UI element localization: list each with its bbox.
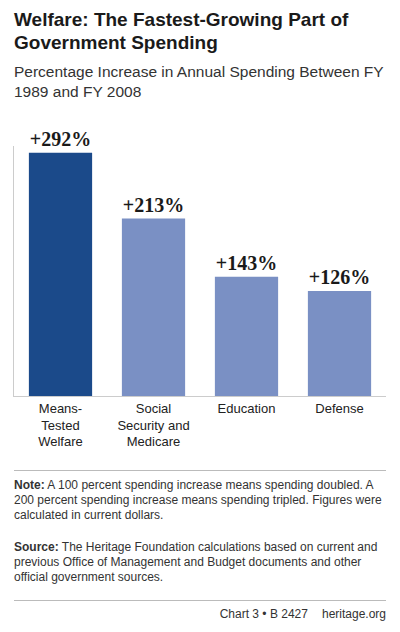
svg-text:+143%: +143% [216,252,277,274]
svg-text:SocialSecurity andMedicare: SocialSecurity andMedicare [117,401,189,450]
html-text:Welfare: The Fastest-Growing P: Welfare: The Fastest-Growing Part of Gov… [14,9,349,53]
svg-text:Education: Education [218,401,276,416]
html-text:Chart 3 • B 2427: Chart 3 • B 2427 [219,607,308,621]
svg-text:Means-TestedWelfare: Means-TestedWelfare [38,401,83,450]
html-text:Source: The Heritage Foundatio: Source: The Heritage Foundation calculat… [14,540,378,584]
svg-text:Defense: Defense [315,401,363,416]
html-text:Percentage Increase in Annual: Percentage Increase in Annual Spending B… [14,63,384,100]
html-text:Note: A 100 percent spending i: Note: A 100 percent spending increase me… [14,478,382,522]
svg-text:+126%: +126% [309,266,370,288]
html-text:heritage.org: heritage.org [322,607,386,621]
svg-text:+213%: +213% [123,194,184,216]
svg-text:+292%: +292% [30,128,91,150]
